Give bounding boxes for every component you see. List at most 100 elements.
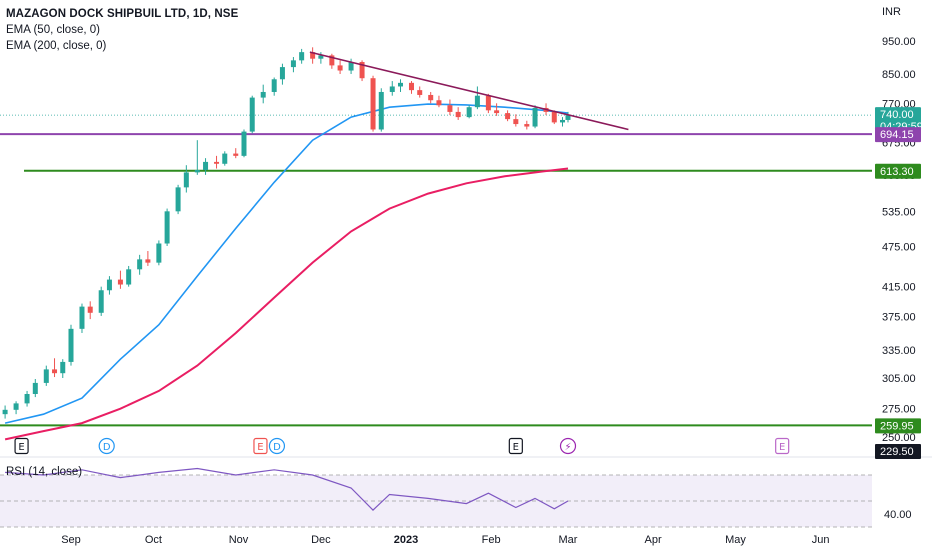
candle xyxy=(447,99,453,116)
candle xyxy=(241,129,247,158)
marker-frame xyxy=(508,437,523,455)
y-tick-label: 335.00 xyxy=(882,345,916,357)
level-purple-tag: 694.15 xyxy=(875,127,921,143)
candle-body xyxy=(565,115,571,120)
candle xyxy=(60,359,66,379)
candle-body xyxy=(279,67,285,80)
horizontal-levels[interactable] xyxy=(0,133,872,427)
candle xyxy=(52,358,58,378)
candle-body xyxy=(24,393,30,404)
candle-body xyxy=(337,65,343,71)
event-marker-earnings: E xyxy=(508,437,523,455)
candle xyxy=(164,208,170,246)
candle-body xyxy=(106,279,112,291)
candle xyxy=(203,158,209,175)
x-tick-label: 2023 xyxy=(394,534,418,546)
candle xyxy=(485,93,491,114)
last-price-tag-bg xyxy=(875,107,921,134)
candle-body xyxy=(532,107,538,127)
ema50-group xyxy=(4,103,569,424)
marker-letter: E xyxy=(18,442,24,453)
candle xyxy=(359,60,365,82)
legend-ema200[interactable]: EMA (200, close, 0) xyxy=(6,40,107,52)
candle xyxy=(183,165,189,193)
rsi-legend[interactable]: RSI (14, close) xyxy=(6,466,83,478)
candle-body xyxy=(203,161,209,170)
candle xyxy=(106,276,112,295)
candle-body xyxy=(513,119,519,125)
y-tick-label: 305.00 xyxy=(882,373,916,385)
candle-body xyxy=(2,409,8,415)
candle-body xyxy=(43,369,49,383)
candle-body xyxy=(447,105,453,112)
candle-body xyxy=(310,52,316,59)
marker-frame xyxy=(559,437,577,455)
candle-body xyxy=(214,161,220,164)
event-markers[interactable]: E D E D E ⚡ E xyxy=(14,437,790,455)
legend: MAZAGON DOCK SHIPBUIL LTD, 1D, NSE EMA (… xyxy=(6,6,238,54)
level-purple-tag-text: 694.15 xyxy=(880,129,914,141)
candle xyxy=(222,151,228,166)
candle-body xyxy=(32,382,38,394)
candle-body xyxy=(117,279,123,285)
candle xyxy=(145,251,151,266)
candle-body xyxy=(466,107,472,118)
x-tick-label: Nov xyxy=(229,534,249,546)
candle-body xyxy=(52,369,58,374)
x-tick-label: Oct xyxy=(145,534,162,546)
candle xyxy=(551,110,557,125)
candle xyxy=(43,365,49,386)
candle-body xyxy=(222,153,228,164)
candle-body xyxy=(241,131,247,156)
candle-body xyxy=(156,243,162,263)
x-tick-label: Apr xyxy=(645,534,662,546)
candle-body xyxy=(13,403,19,410)
candle xyxy=(494,103,500,116)
candle xyxy=(513,114,519,127)
y-tick-label: 275.00 xyxy=(882,404,916,416)
candle xyxy=(290,57,296,73)
trendline-group[interactable] xyxy=(309,51,629,131)
candle-body xyxy=(389,86,395,92)
candle xyxy=(560,117,566,127)
candle-body xyxy=(485,95,491,111)
candle-body xyxy=(551,111,557,123)
candle xyxy=(194,140,200,175)
candle xyxy=(279,63,285,85)
candle xyxy=(417,86,423,98)
marker-frame xyxy=(14,437,29,455)
candle xyxy=(233,148,239,159)
legend-ema50[interactable]: EMA (50, close, 0) xyxy=(6,24,100,36)
candle xyxy=(214,155,220,169)
candle-body xyxy=(436,100,442,106)
event-marker-dividend: D xyxy=(98,437,115,455)
low-marker-tag-bg xyxy=(875,444,921,459)
candle-body xyxy=(233,153,239,156)
candle xyxy=(329,53,335,69)
candle-body xyxy=(494,110,500,114)
level-green-top-tag: 613.30 xyxy=(875,163,921,179)
marker-frame xyxy=(268,437,286,455)
candle-body xyxy=(164,211,170,244)
candle-body xyxy=(474,95,480,108)
marker-letter: ⚡ xyxy=(564,442,571,453)
candle xyxy=(87,301,93,320)
marker-frame xyxy=(253,437,268,455)
event-marker-earnings: E xyxy=(14,437,29,455)
candle-body xyxy=(137,259,143,270)
level-green-bottom-tag-bg xyxy=(875,418,921,434)
candle-body xyxy=(299,52,305,61)
candle-body xyxy=(348,62,354,71)
low-marker-tag-text: 229.50 xyxy=(880,446,914,458)
marker-letter: E xyxy=(779,442,785,453)
last-price-tag-text: 740.00 xyxy=(880,109,914,121)
candle xyxy=(389,81,395,96)
ema50-line xyxy=(4,103,569,424)
candle xyxy=(466,105,472,119)
candle xyxy=(532,105,538,129)
candle-body xyxy=(408,82,414,91)
candle xyxy=(436,95,442,108)
legend-title: MAZAGON DOCK SHIPBUIL LTD, 1D, NSE xyxy=(6,8,239,20)
marker-letter: D xyxy=(103,442,111,453)
